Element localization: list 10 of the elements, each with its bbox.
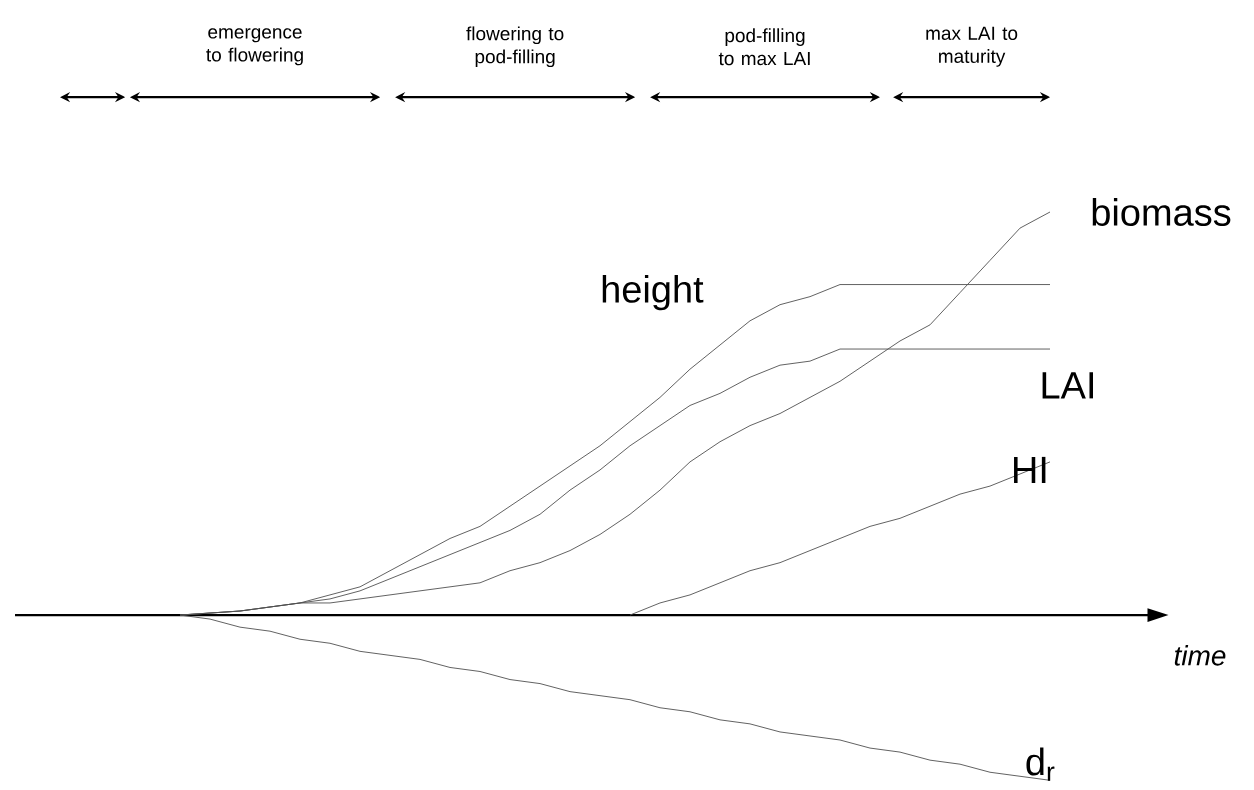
series-label: biomass <box>1092 198 1231 226</box>
text: flowering to pod-filling <box>466 26 564 68</box>
series-label: LAI <box>1042 372 1094 399</box>
text: max LAI to maturity <box>926 26 1018 67</box>
series-label: d$_{r}$ <box>1026 747 1055 781</box>
text: pod-filling to max LAI <box>718 28 810 66</box>
series-label: height <box>602 274 704 311</box>
text: emergence to flowering <box>206 28 303 66</box>
series-label: HI <box>1014 456 1046 484</box>
x-axis-title: time <box>1174 645 1226 666</box>
